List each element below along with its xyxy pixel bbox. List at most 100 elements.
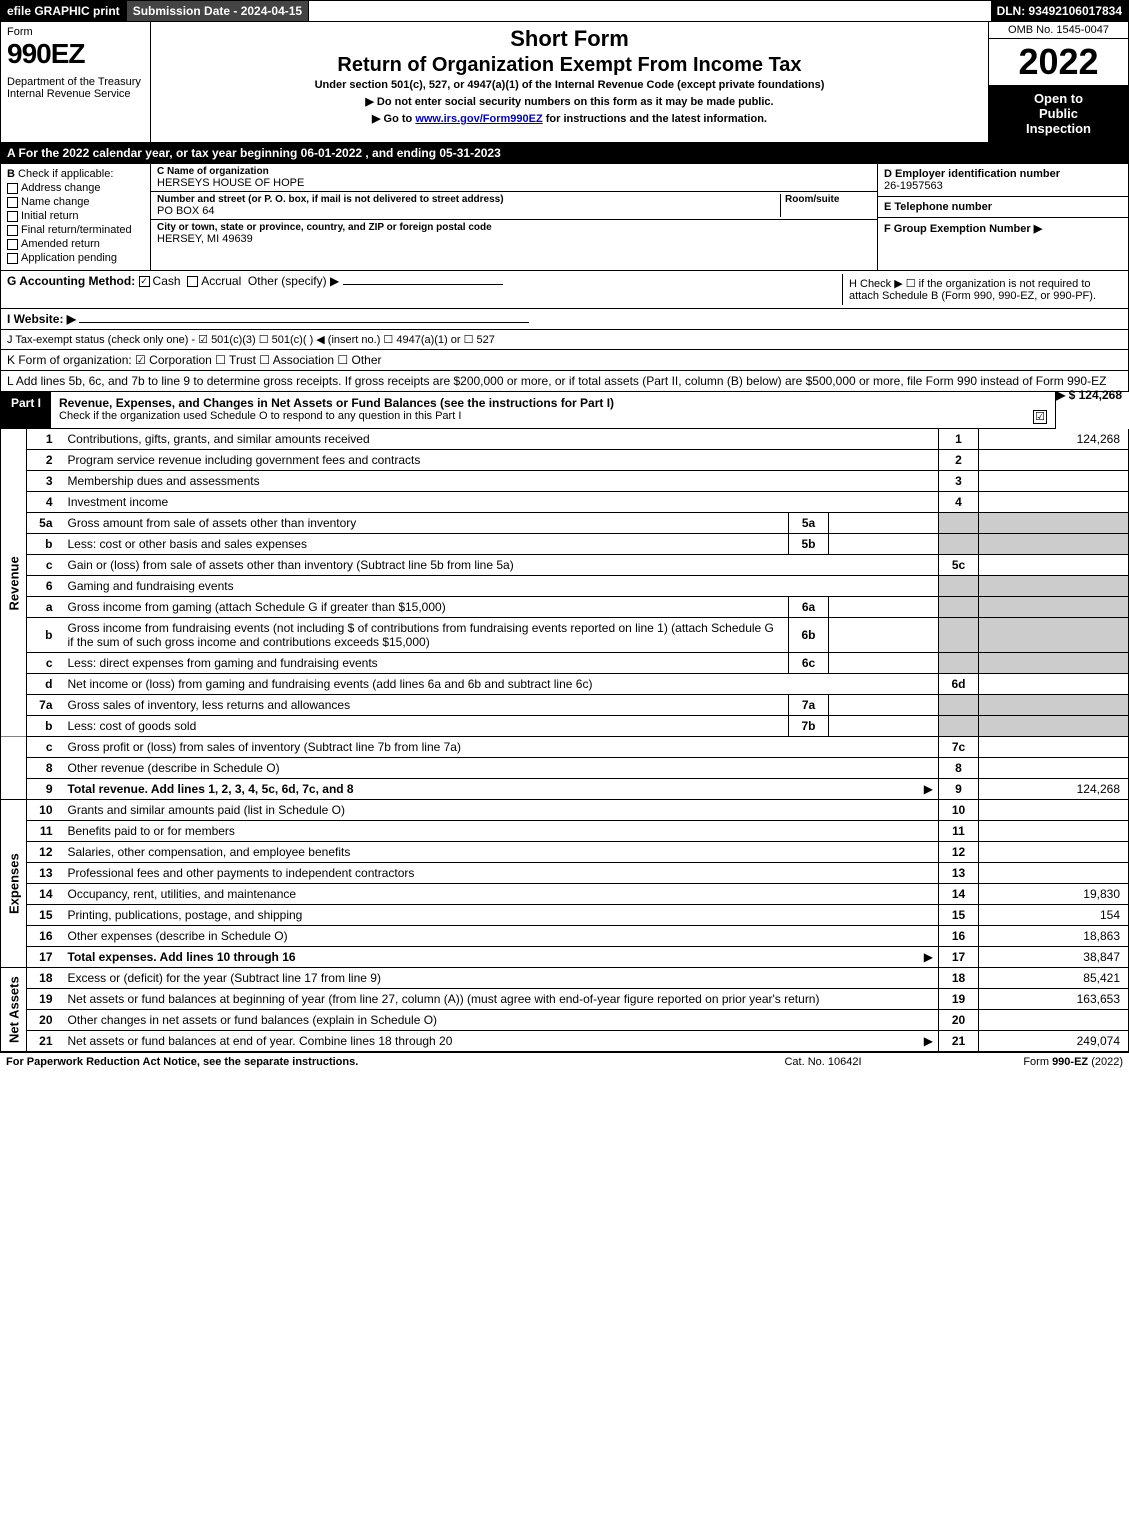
chk-cash[interactable]: ✓	[139, 276, 150, 287]
submission-date: Submission Date - 2024-04-15	[127, 1, 309, 21]
side-netassets: Net Assets	[1, 968, 27, 1052]
row-6a: a Gross income from gaming (attach Sched…	[1, 597, 1129, 618]
group-exemption-label: F Group Exemption Number ▶	[884, 223, 1042, 235]
line-l-text: L Add lines 5b, 6c, and 7b to line 9 to …	[7, 374, 1106, 388]
row-2: 2 Program service revenue including gove…	[1, 450, 1129, 471]
row-20: 20 Other changes in net assets or fund b…	[1, 1010, 1129, 1031]
instr-ssn: ▶ Do not enter social security numbers o…	[159, 95, 980, 108]
line-j: J Tax-exempt status (check only one) - ☑…	[0, 330, 1129, 350]
row-8: 8 Other revenue (describe in Schedule O)…	[1, 758, 1129, 779]
street-value: PO BOX 64	[157, 205, 776, 217]
open-line2: Public	[993, 106, 1124, 121]
dln-label: DLN: 93492106017834	[991, 1, 1128, 21]
phone-block: E Telephone number	[878, 197, 1128, 218]
row-6d: d Net income or (loss) from gaming and f…	[1, 674, 1129, 695]
row-5c: c Gain or (loss) from sale of assets oth…	[1, 555, 1129, 576]
chk-amended-return[interactable]: Amended return	[7, 238, 144, 250]
form-word: Form	[7, 26, 144, 38]
row-12: 12 Salaries, other compensation, and emp…	[1, 842, 1129, 863]
side-expenses: Expenses	[1, 800, 27, 968]
org-name-value: HERSEYS HOUSE OF HOPE	[157, 177, 871, 189]
line-g-h: G Accounting Method: ✓Cash Accrual Other…	[0, 271, 1129, 309]
row-11: 11 Benefits paid to or for members 11	[1, 821, 1129, 842]
phone-label: E Telephone number	[884, 201, 1122, 213]
chk-name-change[interactable]: Name change	[7, 196, 144, 208]
row-6: 6 Gaming and fundraising events	[1, 576, 1129, 597]
row-10: Expenses 10 Grants and similar amounts p…	[1, 800, 1129, 821]
row-7c: c Gross profit or (loss) from sales of i…	[1, 737, 1129, 758]
row-15: 15 Printing, publications, postage, and …	[1, 905, 1129, 926]
chk-accrual[interactable]	[187, 276, 198, 287]
instr2-suffix: for instructions and the latest informat…	[543, 113, 767, 125]
short-form-title: Short Form	[159, 26, 980, 52]
other-specify: Other (specify) ▶	[248, 274, 339, 288]
footer-cat: Cat. No. 10642I	[723, 1056, 923, 1068]
dept-label: Department of the Treasury	[7, 76, 144, 88]
chk-application-pending[interactable]: Application pending	[7, 252, 144, 264]
page-footer: For Paperwork Reduction Act Notice, see …	[0, 1052, 1129, 1071]
info-grid: B Check if applicable: Address change Na…	[0, 164, 1129, 271]
form-number: 990EZ	[7, 38, 144, 70]
line-k: K Form of organization: ☑ Corporation ☐ …	[0, 350, 1129, 371]
part1-label: Part I	[1, 392, 51, 428]
row-7b: b Less: cost of goods sold 7b	[1, 716, 1129, 737]
group-exemption-block: F Group Exemption Number ▶	[878, 218, 1128, 239]
header-center: Short Form Return of Organization Exempt…	[151, 22, 988, 142]
row-3: 3 Membership dues and assessments 3	[1, 471, 1129, 492]
irs-link[interactable]: www.irs.gov/Form990EZ	[415, 113, 542, 125]
top-bar: efile GRAPHIC print Submission Date - 20…	[0, 0, 1129, 22]
part1-check[interactable]: ☑	[1033, 410, 1047, 424]
chk-final-return[interactable]: Final return/terminated	[7, 224, 144, 236]
efile-label[interactable]: efile GRAPHIC print	[1, 1, 127, 21]
row-19: 19 Net assets or fund balances at beginn…	[1, 989, 1129, 1010]
col-b: B Check if applicable: Address change Na…	[1, 164, 151, 270]
street-label: Number and street (or P. O. box, if mail…	[157, 194, 776, 205]
row-5b: b Less: cost or other basis and sales ex…	[1, 534, 1129, 555]
chk-initial-return[interactable]: Initial return	[7, 210, 144, 222]
line-g-label: G Accounting Method:	[7, 274, 135, 288]
instr2-prefix: ▶ Go to	[372, 113, 415, 125]
footer-left: For Paperwork Reduction Act Notice, see …	[6, 1056, 723, 1068]
line-a: A For the 2022 calendar year, or tax yea…	[0, 143, 1129, 164]
line-g: G Accounting Method: ✓Cash Accrual Other…	[7, 274, 842, 305]
side-revenue: Revenue	[1, 429, 27, 737]
line-h: H Check ▶ ☐ if the organization is not r…	[842, 274, 1122, 305]
part1-title-wrap: Revenue, Expenses, and Changes in Net As…	[51, 392, 1055, 428]
row-21: 21 Net assets or fund balances at end of…	[1, 1031, 1129, 1052]
chk-address-change[interactable]: Address change	[7, 182, 144, 194]
header-right: OMB No. 1545-0047 2022 Open to Public In…	[988, 22, 1128, 142]
city-block: City or town, state or province, country…	[151, 220, 877, 247]
row-1: Revenue 1 Contributions, gifts, grants, …	[1, 429, 1129, 450]
row-18: Net Assets 18 Excess or (deficit) for th…	[1, 968, 1129, 989]
part1-title: Revenue, Expenses, and Changes in Net As…	[59, 396, 614, 410]
org-name-block: C Name of organization HERSEYS HOUSE OF …	[151, 164, 877, 192]
omb-number: OMB No. 1545-0047	[989, 22, 1128, 39]
part1-note: Check if the organization used Schedule …	[59, 410, 1047, 422]
header-left: Form 990EZ Department of the Treasury In…	[1, 22, 151, 142]
tax-year: 2022	[989, 39, 1128, 85]
part1-header: Part I Revenue, Expenses, and Changes in…	[0, 392, 1056, 429]
col-c: C Name of organization HERSEYS HOUSE OF …	[151, 164, 878, 270]
return-title: Return of Organization Exempt From Incom…	[159, 54, 980, 77]
row-17: 17 Total expenses. Add lines 10 through …	[1, 947, 1129, 968]
org-name-label: C Name of organization	[157, 166, 871, 177]
footer-right: Form 990-EZ (2022)	[923, 1056, 1123, 1068]
instr-goto: ▶ Go to www.irs.gov/Form990EZ for instru…	[159, 112, 980, 125]
line-i: I Website: ▶	[0, 309, 1129, 330]
row-16: 16 Other expenses (describe in Schedule …	[1, 926, 1129, 947]
ein-block: D Employer identification number 26-1957…	[878, 164, 1128, 197]
subtitle: Under section 501(c), 527, or 4947(a)(1)…	[159, 79, 980, 91]
row-7a: 7a Gross sales of inventory, less return…	[1, 695, 1129, 716]
row-5a: 5a Gross amount from sale of assets othe…	[1, 513, 1129, 534]
col-b-hdr-text: Check if applicable:	[18, 168, 113, 180]
open-line3: Inspection	[993, 121, 1124, 136]
line-l-amount: ▶ $ 124,268	[1056, 388, 1122, 402]
city-value: HERSEY, MI 49639	[157, 233, 871, 245]
row-6c: c Less: direct expenses from gaming and …	[1, 653, 1129, 674]
form-header: Form 990EZ Department of the Treasury In…	[0, 22, 1129, 143]
ein-value: 26-1957563	[884, 180, 1122, 192]
part1-table: Revenue 1 Contributions, gifts, grants, …	[0, 429, 1129, 1052]
row-9: 9 Total revenue. Add lines 1, 2, 3, 4, 5…	[1, 779, 1129, 800]
row-4: 4 Investment income 4	[1, 492, 1129, 513]
website-label: I Website: ▶	[7, 312, 76, 326]
